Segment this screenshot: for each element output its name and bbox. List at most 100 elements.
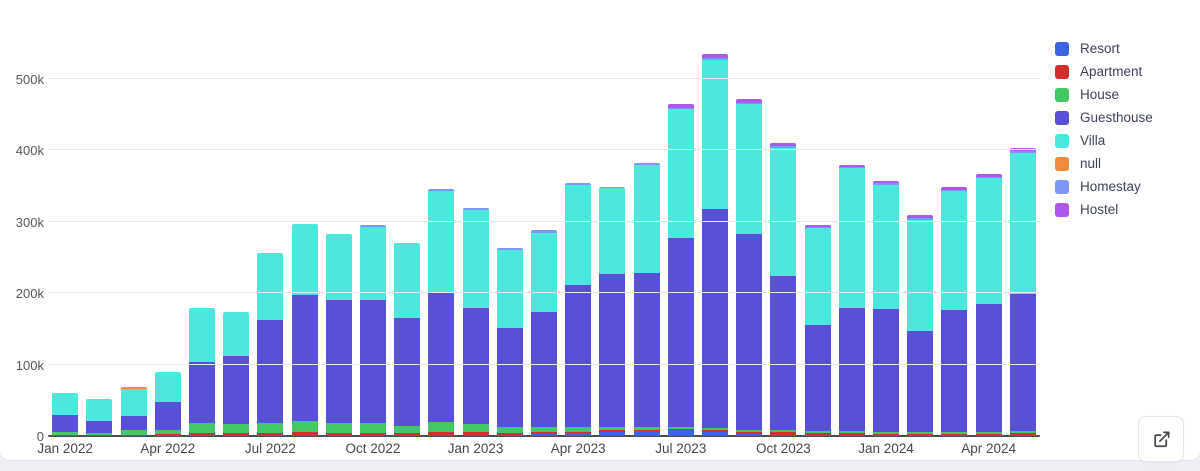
bar-segment-house[interactable] xyxy=(291,421,318,432)
bar-segment-hostel[interactable] xyxy=(736,99,763,103)
bar-mar-2023[interactable] xyxy=(530,230,557,436)
bar-segment-guesthouse[interactable] xyxy=(86,421,113,434)
bar-segment-villa[interactable] xyxy=(872,184,899,309)
bar-segment-apartment[interactable] xyxy=(394,433,421,436)
bar-aug-2023[interactable] xyxy=(701,54,728,436)
bar-segment-resort[interactable] xyxy=(496,434,523,436)
bar-segment-villa[interactable] xyxy=(565,185,592,285)
bar-may-2024[interactable] xyxy=(1009,148,1036,436)
bar-segment-hostel[interactable] xyxy=(941,186,968,190)
bar-may-2023[interactable] xyxy=(599,186,626,436)
bar-segment-house[interactable] xyxy=(428,422,455,432)
legend-item-apartment[interactable]: Apartment xyxy=(1055,64,1153,79)
bar-segment-homestay[interactable] xyxy=(736,102,763,105)
bar-segment-guesthouse[interactable] xyxy=(907,331,934,432)
bar-segment-house[interactable] xyxy=(838,431,865,434)
bar-segment-resort[interactable] xyxy=(394,435,421,436)
bar-segment-villa[interactable] xyxy=(701,60,728,209)
bar-segment-apartment[interactable] xyxy=(770,432,797,435)
bar-segment-resort[interactable] xyxy=(838,434,865,436)
bar-jul-2023[interactable] xyxy=(667,104,694,436)
bar-dec-2022[interactable] xyxy=(428,188,455,436)
bar-segment-hostel[interactable] xyxy=(872,181,899,184)
bar-segment-apartment[interactable] xyxy=(496,433,523,435)
bar-segment-apartment[interactable] xyxy=(188,433,215,436)
bar-segment-homestay[interactable] xyxy=(428,188,455,192)
bar-segment-house[interactable] xyxy=(257,423,284,434)
bar-segment-guesthouse[interactable] xyxy=(701,208,728,429)
bar-segment-resort[interactable] xyxy=(223,435,250,436)
bar-segment-guesthouse[interactable] xyxy=(838,307,865,432)
bar-segment-apartment[interactable] xyxy=(223,433,250,436)
bar-segment-homestay[interactable] xyxy=(565,183,592,186)
bar-segment-guesthouse[interactable] xyxy=(154,402,181,430)
bar-segment-homestay[interactable] xyxy=(599,186,626,189)
bar-segment-house[interactable] xyxy=(462,423,489,433)
bar-segment-apartment[interactable] xyxy=(907,433,934,436)
bar-segment-house[interactable] xyxy=(188,423,215,434)
bar-segment-house[interactable] xyxy=(223,423,250,434)
bar-segment-resort[interactable] xyxy=(565,433,592,436)
bar-segment-homestay[interactable] xyxy=(941,189,968,192)
bar-dec-2023[interactable] xyxy=(838,164,865,436)
legend-item-house[interactable]: House xyxy=(1055,87,1153,102)
bar-segment-apartment[interactable] xyxy=(941,433,968,436)
bar-segment-homestay[interactable] xyxy=(462,208,489,211)
bar-segment-resort[interactable] xyxy=(257,435,284,436)
bar-segment-villa[interactable] xyxy=(599,188,626,274)
bar-feb-2022[interactable] xyxy=(86,398,113,436)
bar-segment-homestay[interactable] xyxy=(907,218,934,220)
bar-segment-house[interactable] xyxy=(359,423,386,434)
bar-feb-2023[interactable] xyxy=(496,248,523,436)
bar-segment-apartment[interactable] xyxy=(1009,433,1036,436)
bar-segment-guesthouse[interactable] xyxy=(291,295,318,422)
bar-segment-guesthouse[interactable] xyxy=(428,291,455,423)
bar-segment-resort[interactable] xyxy=(120,435,147,436)
bar-segment-house[interactable] xyxy=(496,426,523,434)
bar-segment-apartment[interactable] xyxy=(257,433,284,436)
bar-segment-guesthouse[interactable] xyxy=(52,414,79,432)
bar-segment-house[interactable] xyxy=(975,432,1002,434)
bar-segment-homestay[interactable] xyxy=(496,248,523,251)
bar-segment-villa[interactable] xyxy=(291,223,318,296)
bar-segment-guesthouse[interactable] xyxy=(496,327,523,427)
bar-segment-resort[interactable] xyxy=(462,434,489,436)
bar-segment-resort[interactable] xyxy=(872,435,899,436)
bar-feb-2024[interactable] xyxy=(907,215,934,436)
bar-segment-homestay[interactable] xyxy=(359,224,386,227)
bar-segment-guesthouse[interactable] xyxy=(667,237,694,427)
bar-segment-guesthouse[interactable] xyxy=(462,308,489,424)
bar-segment-apartment[interactable] xyxy=(667,428,694,431)
bar-segment-villa[interactable] xyxy=(941,191,968,310)
bar-segment-hostel[interactable] xyxy=(701,54,728,59)
bar-segment-resort[interactable] xyxy=(1009,435,1036,436)
bar-sep-2022[interactable] xyxy=(325,233,352,436)
bar-segment-guesthouse[interactable] xyxy=(633,273,660,428)
bar-segment-resort[interactable] xyxy=(975,435,1002,436)
bar-segment-guesthouse[interactable] xyxy=(975,303,1002,433)
bar-segment-hostel[interactable] xyxy=(838,164,865,167)
bar-segment-resort[interactable] xyxy=(736,433,763,436)
bar-segment-guesthouse[interactable] xyxy=(530,311,557,427)
bar-segment-villa[interactable] xyxy=(1009,152,1036,294)
bar-segment-guesthouse[interactable] xyxy=(804,325,831,432)
bar-segment-resort[interactable] xyxy=(325,435,352,436)
bar-segment-house[interactable] xyxy=(667,426,694,429)
bar-segment-guesthouse[interactable] xyxy=(120,416,147,431)
bar-segment-hostel[interactable] xyxy=(907,215,934,219)
bar-segment-villa[interactable] xyxy=(257,253,284,321)
bar-segment-hostel[interactable] xyxy=(804,224,831,227)
bar-segment-resort[interactable] xyxy=(530,433,557,436)
bar-oct-2022[interactable] xyxy=(359,224,386,436)
bar-segment-hostel[interactable] xyxy=(667,104,694,108)
bar-segment-resort[interactable] xyxy=(599,432,626,436)
bar-jan-2022[interactable] xyxy=(52,393,79,436)
bar-nov-2022[interactable] xyxy=(394,243,421,436)
bar-segment-villa[interactable] xyxy=(154,372,181,403)
bar-segment-house[interactable] xyxy=(52,431,79,435)
bar-segment-hostel[interactable] xyxy=(975,174,1002,177)
bar-segment-house[interactable] xyxy=(120,430,147,435)
bar-segment-apartment[interactable] xyxy=(291,431,318,435)
bar-segment-homestay[interactable] xyxy=(770,146,797,148)
legend-item-villa[interactable]: Villa xyxy=(1055,133,1153,148)
